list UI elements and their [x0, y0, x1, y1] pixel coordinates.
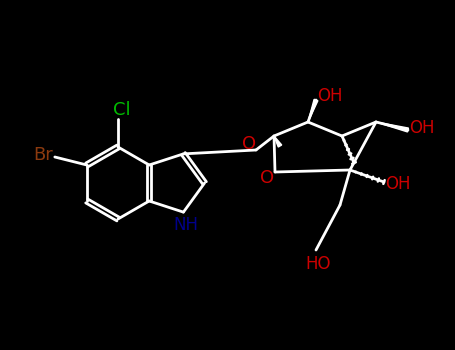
Text: O: O: [242, 135, 256, 153]
Text: Br: Br: [33, 146, 53, 164]
Text: HO: HO: [305, 255, 331, 273]
Polygon shape: [308, 99, 318, 122]
Text: OH: OH: [409, 119, 435, 137]
Text: O: O: [260, 169, 274, 187]
Polygon shape: [274, 136, 282, 147]
Text: OH: OH: [385, 175, 411, 193]
Text: NH: NH: [173, 216, 198, 234]
Text: Cl: Cl: [113, 101, 131, 119]
Text: OH: OH: [317, 87, 343, 105]
Polygon shape: [376, 122, 409, 132]
